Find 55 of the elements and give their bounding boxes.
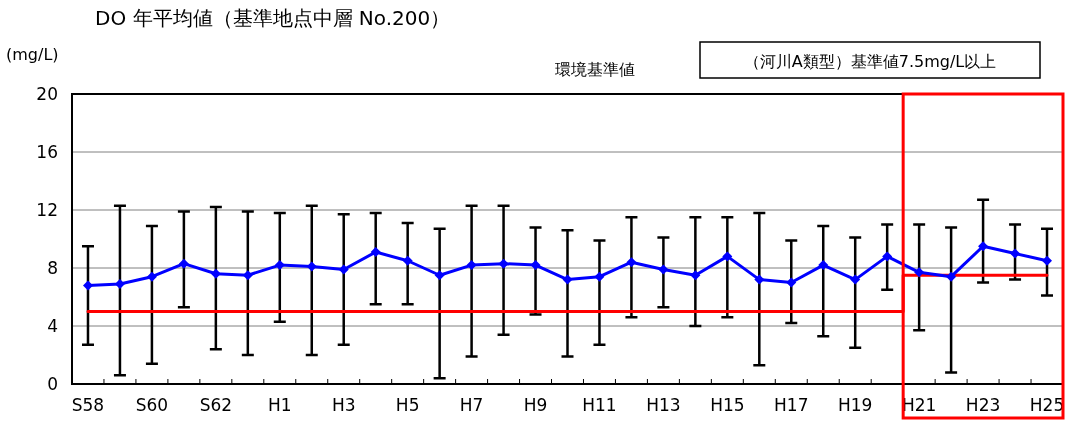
point (242, 270, 253, 281)
x-tick-label: H17 (774, 395, 809, 415)
x-tick-label: H19 (838, 395, 873, 415)
point (914, 267, 925, 278)
x-tick-label: H15 (710, 395, 745, 415)
y-tick-label: 0 (47, 374, 58, 394)
point (786, 277, 797, 288)
point (978, 241, 989, 252)
chart-title: DO 年平均値（基準地点中層 No.200） (95, 6, 451, 30)
point (882, 251, 893, 262)
point (498, 258, 509, 269)
y-tick-label: 12 (36, 200, 58, 220)
x-tick-label: H5 (395, 395, 420, 415)
point (658, 264, 669, 275)
point (82, 280, 93, 291)
x-tick-label: H1 (267, 395, 292, 415)
point (1042, 255, 1053, 266)
text: 環境基準値 (555, 60, 635, 79)
y-tick-label: 8 (47, 258, 58, 278)
x-tick-label: H25 (1029, 395, 1065, 415)
point (274, 260, 285, 271)
y-tick-label: 20 (36, 84, 58, 104)
point (402, 255, 413, 266)
point (530, 260, 541, 271)
x-tick-label: H9 (523, 395, 548, 415)
text: （河川A類型）基準値7.5mg/L以上 (743, 52, 997, 71)
x-tick-label: S58 (71, 395, 105, 415)
x-tick-label: S60 (135, 395, 169, 415)
point (754, 274, 765, 285)
x-tick-label: H23 (965, 395, 1001, 415)
y-tick-label: 16 (36, 142, 58, 162)
point (306, 261, 317, 272)
point (210, 268, 221, 279)
y-tick-label: 4 (47, 316, 58, 336)
point (594, 271, 605, 282)
point (818, 260, 829, 271)
x-tick-label: H7 (459, 395, 484, 415)
point (466, 260, 477, 271)
x-tick-label: H11 (582, 395, 617, 415)
point (338, 264, 349, 275)
point (370, 247, 381, 258)
x-tick-label: H3 (331, 395, 356, 415)
x-tick-label: H13 (646, 395, 681, 415)
point (562, 274, 573, 285)
point (146, 271, 157, 282)
point (626, 257, 637, 268)
point (1010, 248, 1021, 259)
point (850, 274, 861, 285)
y-axis-title: (mg/L) (6, 45, 59, 64)
point (178, 258, 189, 269)
point (434, 270, 445, 281)
point (690, 270, 701, 281)
x-tick-label: S62 (199, 395, 233, 415)
point (946, 271, 957, 282)
point (722, 251, 733, 262)
